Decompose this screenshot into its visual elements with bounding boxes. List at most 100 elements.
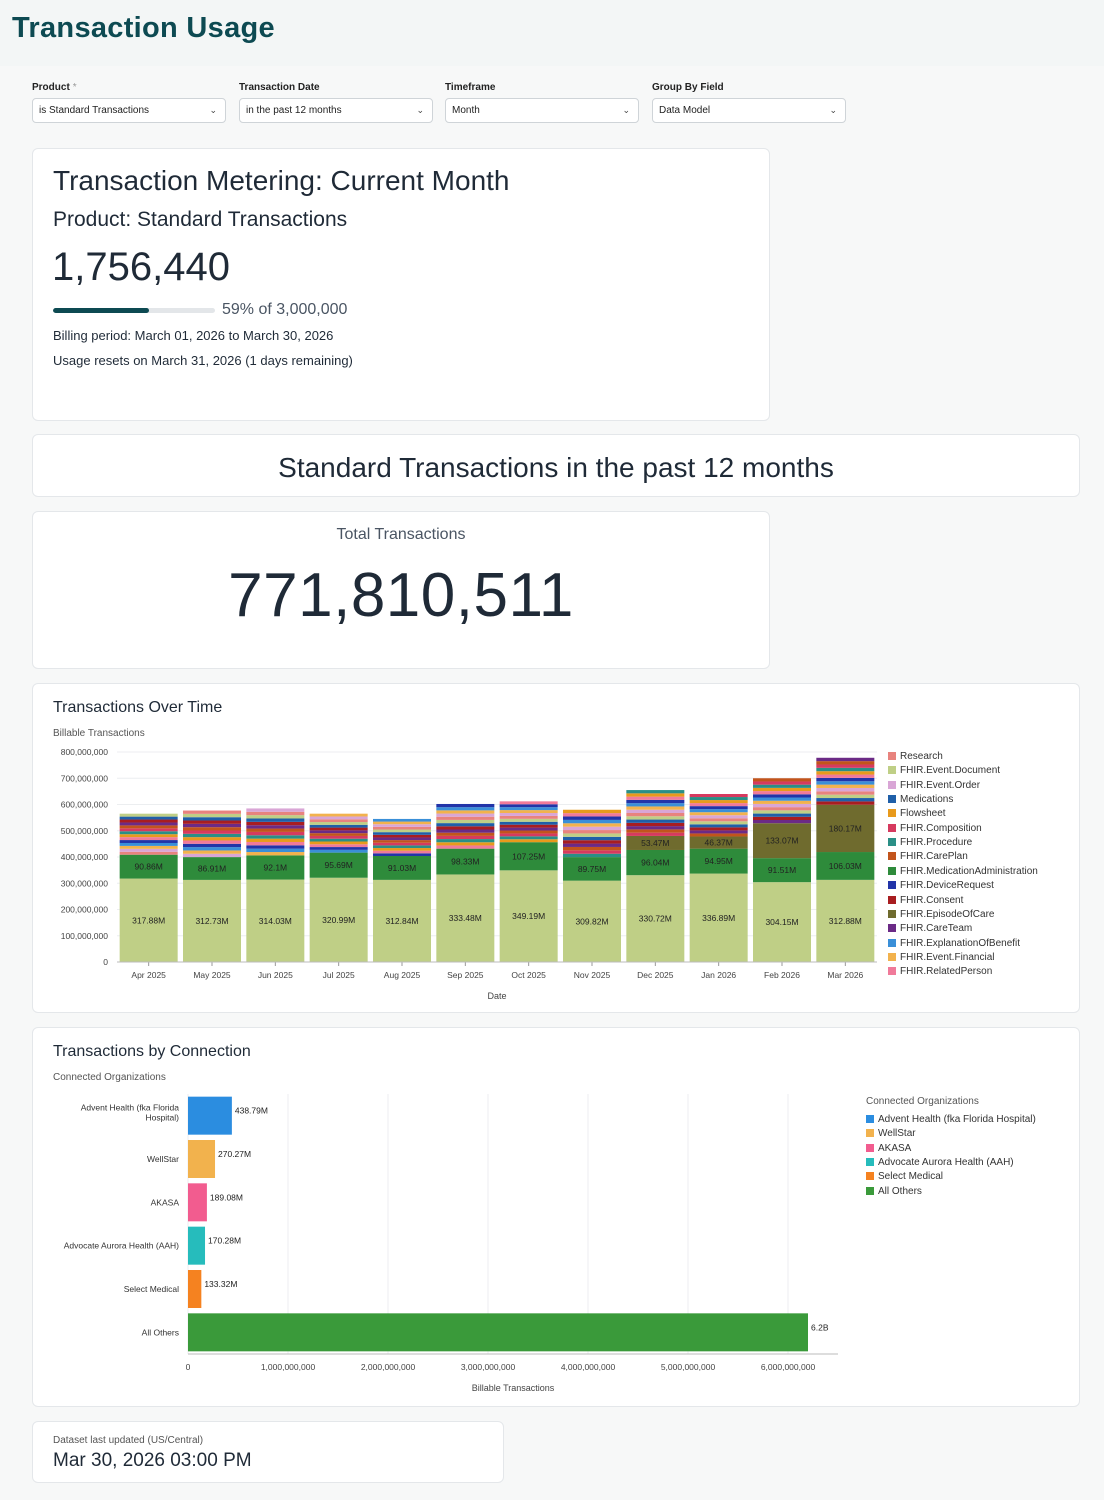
bar-segment <box>563 850 621 854</box>
bar-data-label: 53.47M <box>641 838 669 848</box>
bar-segment <box>499 870 558 962</box>
legend-item[interactable]: FHIR.MedicationAdministration <box>888 866 1038 877</box>
legend-label: Advocate Aurora Health (AAH) <box>878 1156 1014 1168</box>
y-tick-label: All Others <box>142 1327 179 1337</box>
bar-segment <box>753 778 811 782</box>
bar-segment <box>689 797 748 801</box>
bar-segment <box>753 807 811 811</box>
filter-label: Product <box>32 82 70 93</box>
bar-segment <box>689 803 748 807</box>
bar-segment <box>373 837 431 841</box>
bar-data-label: 312.73M <box>195 916 228 926</box>
bar-segment <box>753 816 811 820</box>
group-by-select[interactable]: Data Model ⌄ <box>652 98 846 123</box>
y-tick-label: AKASA <box>151 1197 180 1207</box>
legend-item[interactable]: AKASA <box>866 1143 911 1154</box>
bar-segment <box>563 853 621 858</box>
legend-item[interactable]: FHIR.Consent <box>888 895 963 906</box>
legend-item[interactable]: FHIR.Procedure <box>888 837 972 848</box>
transactions-over-time-card: Transactions Over Time Billable Transact… <box>32 683 1080 1013</box>
section-title-card: Standard Transactions in the past 12 mon… <box>32 434 1080 497</box>
legend-swatch <box>888 766 896 775</box>
y-tick-label: 500,000,000 <box>61 826 109 836</box>
total-transactions-value: 771,810,511 <box>228 561 574 630</box>
bar-segment <box>183 837 241 841</box>
bar-segment <box>119 822 178 826</box>
bar-data-label: 98.33M <box>451 857 479 867</box>
bar-segment <box>373 840 431 843</box>
bar-data-label: 46.37M <box>704 838 732 848</box>
bar-segment <box>563 816 621 820</box>
bar-segment <box>563 809 621 814</box>
legend-item[interactable]: Medications <box>888 794 953 805</box>
legend-item[interactable]: Advent Health (fka Florida Hospital) <box>866 1114 1036 1125</box>
bar-segment <box>753 794 811 798</box>
bar-segment <box>119 816 178 820</box>
y-tick-label: Hospital) <box>145 1113 179 1123</box>
chevron-down-icon: ⌄ <box>209 105 217 115</box>
bar-segment <box>626 832 685 836</box>
bar-segment <box>373 832 431 835</box>
legend-label: FHIR.Consent <box>900 894 964 906</box>
bar <box>188 1096 232 1135</box>
bar-segment <box>183 810 241 814</box>
select-value: Month <box>452 105 480 116</box>
dataset-updated-label: Dataset last updated (US/Central) <box>53 1435 204 1446</box>
legend-label: All Others <box>878 1185 922 1197</box>
legend-item[interactable]: Select Medical <box>866 1171 943 1182</box>
legend-item[interactable]: FHIR.CareTeam <box>888 923 972 934</box>
legend-item[interactable]: FHIR.Event.Financial <box>888 952 994 963</box>
legend-item[interactable]: All Others <box>866 1186 922 1197</box>
metering-title: Transaction Metering: Current Month <box>53 165 510 196</box>
bar-segment <box>816 767 875 772</box>
legend-item[interactable]: FHIR.Event.Document <box>888 765 1000 776</box>
bar-segment <box>816 852 875 880</box>
x-tick-label: 3,000,000,000 <box>461 1362 516 1372</box>
legend-item[interactable]: FHIR.EpisodeOfCare <box>888 909 994 920</box>
legend-item[interactable]: FHIR.RelatedPerson <box>888 966 992 977</box>
legend-label: FHIR.EpisodeOfCare <box>900 908 995 920</box>
bar-segment <box>436 835 495 840</box>
bar-segment <box>499 801 558 805</box>
legend-item[interactable]: Flowsheet <box>888 808 946 819</box>
bar-segment <box>373 853 431 856</box>
timeframe-select[interactable]: Month ⌄ <box>445 98 639 123</box>
legend-label: FHIR.CarePlan <box>900 851 968 863</box>
bar-segment <box>816 757 875 762</box>
total-transactions-card: Total Transactions 771,810,511 <box>32 511 770 669</box>
legend-label: FHIR.RelatedPerson <box>900 966 993 978</box>
select-value: is Standard Transactions <box>39 105 150 116</box>
bar-segment <box>689 818 748 822</box>
legend-item[interactable]: FHIR.ExplanationOfBenefit <box>888 938 1020 949</box>
bar-segment <box>119 813 178 817</box>
bar-segment <box>119 848 178 852</box>
legend-item[interactable]: Research <box>888 751 943 762</box>
legend-item[interactable]: FHIR.Composition <box>888 823 982 834</box>
legend-item[interactable]: FHIR.DeviceRequest <box>888 880 994 891</box>
bar-segment <box>436 807 495 811</box>
legend-item[interactable]: Advocate Aurora Health (AAH) <box>866 1157 1014 1168</box>
legend-label: FHIR.Event.Order <box>900 779 981 791</box>
legend-item[interactable]: FHIR.CarePlan <box>888 851 968 862</box>
chart-y-axis-title: Connected Organizations <box>53 1072 166 1083</box>
bar-data-label: 94.95M <box>704 856 732 866</box>
bar-segment <box>246 821 305 826</box>
legend-item[interactable]: FHIR.Event.Order <box>888 780 980 791</box>
bar-data-label: 304.15M <box>765 917 798 927</box>
bar-segment <box>309 827 368 831</box>
bar-segment <box>626 849 685 876</box>
bar-segment <box>119 819 178 823</box>
bar-data-label: 89.75M <box>578 864 606 874</box>
bar-segment <box>436 819 495 824</box>
bar-segment <box>753 803 811 808</box>
dataset-updated-value: Mar 30, 2026 03:00 PM <box>53 1450 252 1471</box>
bar-segment <box>246 848 305 853</box>
legend-item[interactable]: WellStar <box>866 1128 916 1139</box>
transaction-date-select[interactable]: in the past 12 months ⌄ <box>239 98 433 123</box>
bar-segment <box>183 833 241 838</box>
bar-segment <box>626 803 685 807</box>
bar-segment <box>309 838 368 842</box>
bar-segment <box>183 817 241 821</box>
product-select[interactable]: is Standard Transactions ⌄ <box>32 98 226 123</box>
bar-segment <box>183 827 241 831</box>
